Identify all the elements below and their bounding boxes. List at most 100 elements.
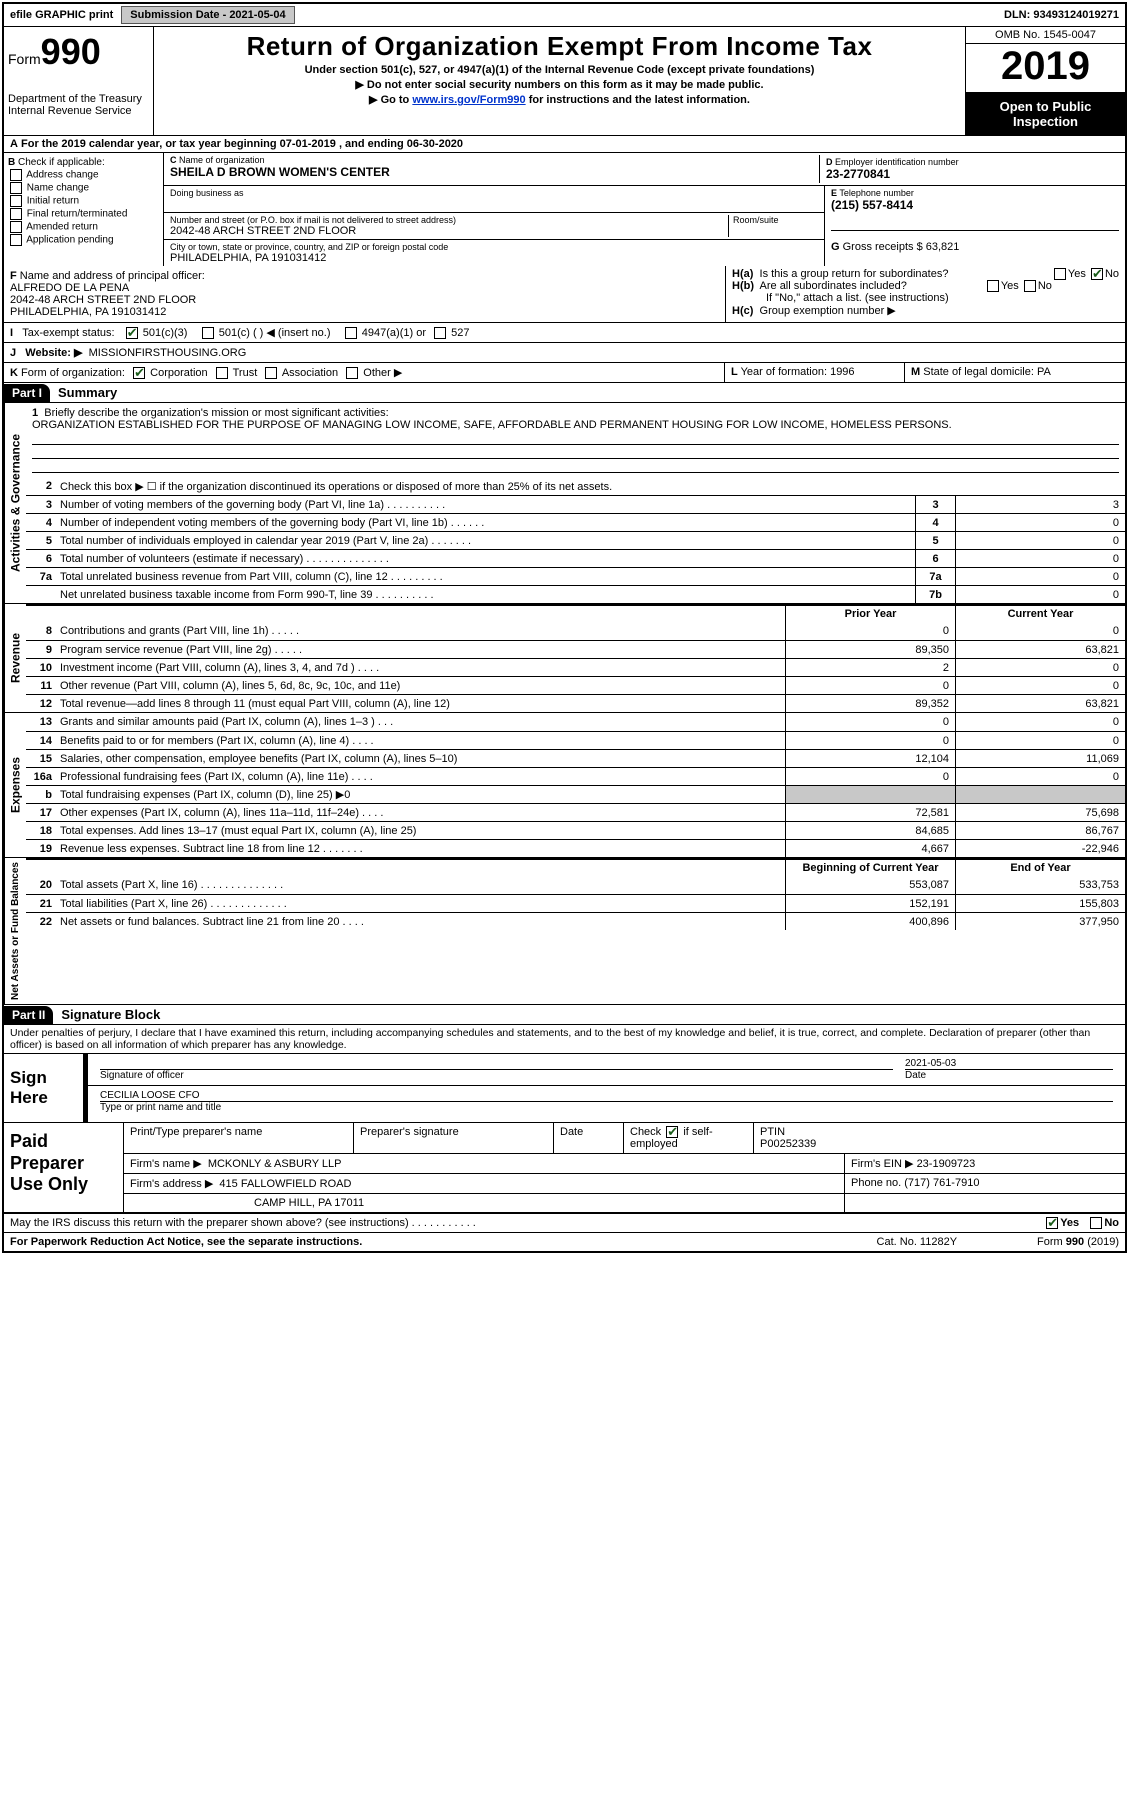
org-name: SHEILA D BROWN WOMEN'S CENTER: [170, 165, 819, 179]
state-domicile: State of legal domicile: PA: [923, 366, 1051, 378]
part-1-header: Part I: [4, 384, 50, 402]
subtitle-2: ▶ Do not enter social security numbers o…: [162, 78, 957, 91]
sign-here-label: Sign Here: [4, 1054, 84, 1122]
self-employed-cell: Check if self-employed: [624, 1123, 754, 1153]
city-state-zip: PHILADELPHIA, PA 191031412: [170, 252, 818, 264]
year-formation: Year of formation: 1996: [741, 366, 855, 378]
form-footer: Form 990 (2019): [1037, 1236, 1119, 1248]
room-label: Room/suite: [733, 215, 818, 225]
chk-address-change[interactable]: Address change: [8, 169, 159, 181]
gov-line: 5Total number of individuals employed in…: [26, 531, 1125, 549]
form-990-label: Form990: [8, 31, 149, 73]
data-line: bTotal fundraising expenses (Part IX, co…: [26, 785, 1125, 803]
data-line: 13Grants and similar amounts paid (Part …: [26, 713, 1125, 731]
paperwork-notice: For Paperwork Reduction Act Notice, see …: [10, 1236, 362, 1248]
street-address: 2042-48 ARCH STREET 2ND FLOOR: [170, 225, 728, 237]
signature-label: Signature of officer: [100, 1069, 893, 1081]
data-line: 9Program service revenue (Part VIII, lin…: [26, 640, 1125, 658]
may-irs-discuss: May the IRS discuss this return with the…: [10, 1217, 476, 1229]
gov-line: 6Total number of volunteers (estimate if…: [26, 549, 1125, 567]
addr-label: Number and street (or P.O. box if mail i…: [170, 215, 728, 225]
section-b-checkboxes: B Check if applicable: Address change Na…: [4, 153, 164, 266]
chk-name-change[interactable]: Name change: [8, 182, 159, 194]
firm-addr2: CAMP HILL, PA 17011: [124, 1194, 845, 1212]
h-note: If "No," attach a list. (see instruction…: [732, 292, 1119, 304]
col-current-year: Current Year: [955, 606, 1125, 622]
gov-line: 3Number of voting members of the governi…: [26, 495, 1125, 513]
data-line: 16aProfessional fundraising fees (Part I…: [26, 767, 1125, 785]
dln: DLN: 93493124019271: [998, 7, 1125, 23]
cat-no: Cat. No. 11282Y: [877, 1236, 958, 1248]
subtitle-1: Under section 501(c), 527, or 4947(a)(1)…: [162, 64, 957, 76]
data-line: 8Contributions and grants (Part VIII, li…: [26, 622, 1125, 640]
dept-label: Department of the Treasury: [8, 93, 149, 105]
part-2-title: Signature Block: [53, 1005, 168, 1024]
data-line: 19Revenue less expenses. Subtract line 1…: [26, 839, 1125, 857]
gov-line: 7aTotal unrelated business revenue from …: [26, 567, 1125, 585]
data-line: 21Total liabilities (Part X, line 26) . …: [26, 894, 1125, 912]
line-a-calendar: A For the 2019 calendar year, or tax yea…: [4, 136, 1125, 153]
part-2-header: Part II: [4, 1006, 53, 1024]
penalties-statement: Under penalties of perjury, I declare th…: [4, 1025, 1125, 1054]
preparer-name-hdr: Print/Type preparer's name: [124, 1123, 354, 1153]
data-line: 15Salaries, other compensation, employee…: [26, 749, 1125, 767]
open-to-public: Open to PublicInspection: [966, 93, 1125, 135]
omb-number: OMB No. 1545-0047: [966, 27, 1125, 44]
officer-addr1: 2042-48 ARCH STREET 2ND FLOOR: [10, 294, 196, 306]
side-label-expenses: Expenses: [4, 713, 26, 857]
line-i-tax-exempt: I Tax-exempt status: 501(c)(3) 501(c) ( …: [4, 323, 1125, 343]
officer-addr2: PHILADELPHIA, PA 191031412: [10, 306, 166, 318]
col-prior-year: Prior Year: [785, 606, 955, 622]
data-line: 18Total expenses. Add lines 13–17 (must …: [26, 821, 1125, 839]
date-label: Date: [905, 1069, 1113, 1081]
side-label-revenue: Revenue: [4, 604, 26, 712]
submission-date-pill: Submission Date - 2021-05-04: [121, 6, 294, 24]
preparer-sig-hdr: Preparer's signature: [354, 1123, 554, 1153]
data-line: 12Total revenue—add lines 8 through 11 (…: [26, 694, 1125, 712]
phone: (215) 557-8414: [831, 198, 1119, 212]
efile-label: efile GRAPHIC print: [4, 7, 119, 23]
form-header: Form990 Department of the Treasury Inter…: [4, 27, 1125, 136]
name-title-label: Type or print name and title: [100, 1101, 1113, 1113]
officer-type-name: CECILIA LOOSE CFO: [100, 1090, 1113, 1101]
ein: 23-2770841: [826, 167, 1113, 181]
chk-final-return[interactable]: Final return/terminated: [8, 208, 159, 220]
irs-label: Internal Revenue Service: [8, 105, 149, 117]
chk-amended-return[interactable]: Amended return: [8, 221, 159, 233]
subtitle-3: ▶ Go to www.irs.gov/Form990 for instruct…: [162, 93, 957, 106]
dba-label: Doing business as: [170, 188, 818, 198]
city-label: City or town, state or province, country…: [170, 242, 818, 252]
chk-initial-return[interactable]: Initial return: [8, 195, 159, 207]
col-end: End of Year: [955, 860, 1125, 876]
form-title: Return of Organization Exempt From Incom…: [162, 31, 957, 62]
firm-ein: 23-1909723: [917, 1158, 976, 1170]
firm-name: MCKONLY & ASBURY LLP: [208, 1158, 342, 1170]
chk-application-pending[interactable]: Application pending: [8, 234, 159, 246]
line-k-form-org: K Form of organization: Corporation Trus…: [4, 363, 725, 382]
form990-link[interactable]: www.irs.gov/Form990: [412, 94, 525, 106]
topbar: efile GRAPHIC print Submission Date - 20…: [4, 4, 1125, 27]
data-line: 17Other expenses (Part IX, column (A), l…: [26, 803, 1125, 821]
gov-line: 4Number of independent voting members of…: [26, 513, 1125, 531]
officer-name: ALFREDO DE LA PENA: [10, 282, 129, 294]
data-line: 22Net assets or fund balances. Subtract …: [26, 912, 1125, 930]
ptin: P00252339: [760, 1138, 816, 1150]
col-beginning: Beginning of Current Year: [785, 860, 955, 876]
data-line: 11Other revenue (Part VIII, column (A), …: [26, 676, 1125, 694]
firm-addr1: 415 FALLOWFIELD ROAD: [219, 1178, 351, 1190]
gross-receipts: Gross receipts $ 63,821: [843, 241, 960, 253]
firm-phone: (717) 761-7910: [904, 1177, 979, 1189]
gov-line: Net unrelated business taxable income fr…: [26, 585, 1125, 603]
group-exemption: Group exemption number ▶: [760, 305, 896, 317]
side-label-governance: Activities & Governance: [4, 403, 26, 603]
preparer-date-hdr: Date: [554, 1123, 624, 1153]
gov-line: 2Check this box ▶ ☐ if the organization …: [26, 477, 1125, 495]
data-line: 14Benefits paid to or for members (Part …: [26, 731, 1125, 749]
part-1-title: Summary: [50, 383, 125, 402]
data-line: 10Investment income (Part VIII, column (…: [26, 658, 1125, 676]
side-label-net-assets: Net Assets or Fund Balances: [4, 858, 26, 1004]
sign-date: 2021-05-03: [905, 1058, 1113, 1069]
tax-year: 2019: [966, 44, 1125, 93]
line-j-website: J Website: ▶ MISSIONFIRSTHOUSING.ORG: [4, 343, 1125, 363]
data-line: 20Total assets (Part X, line 16) . . . .…: [26, 876, 1125, 894]
